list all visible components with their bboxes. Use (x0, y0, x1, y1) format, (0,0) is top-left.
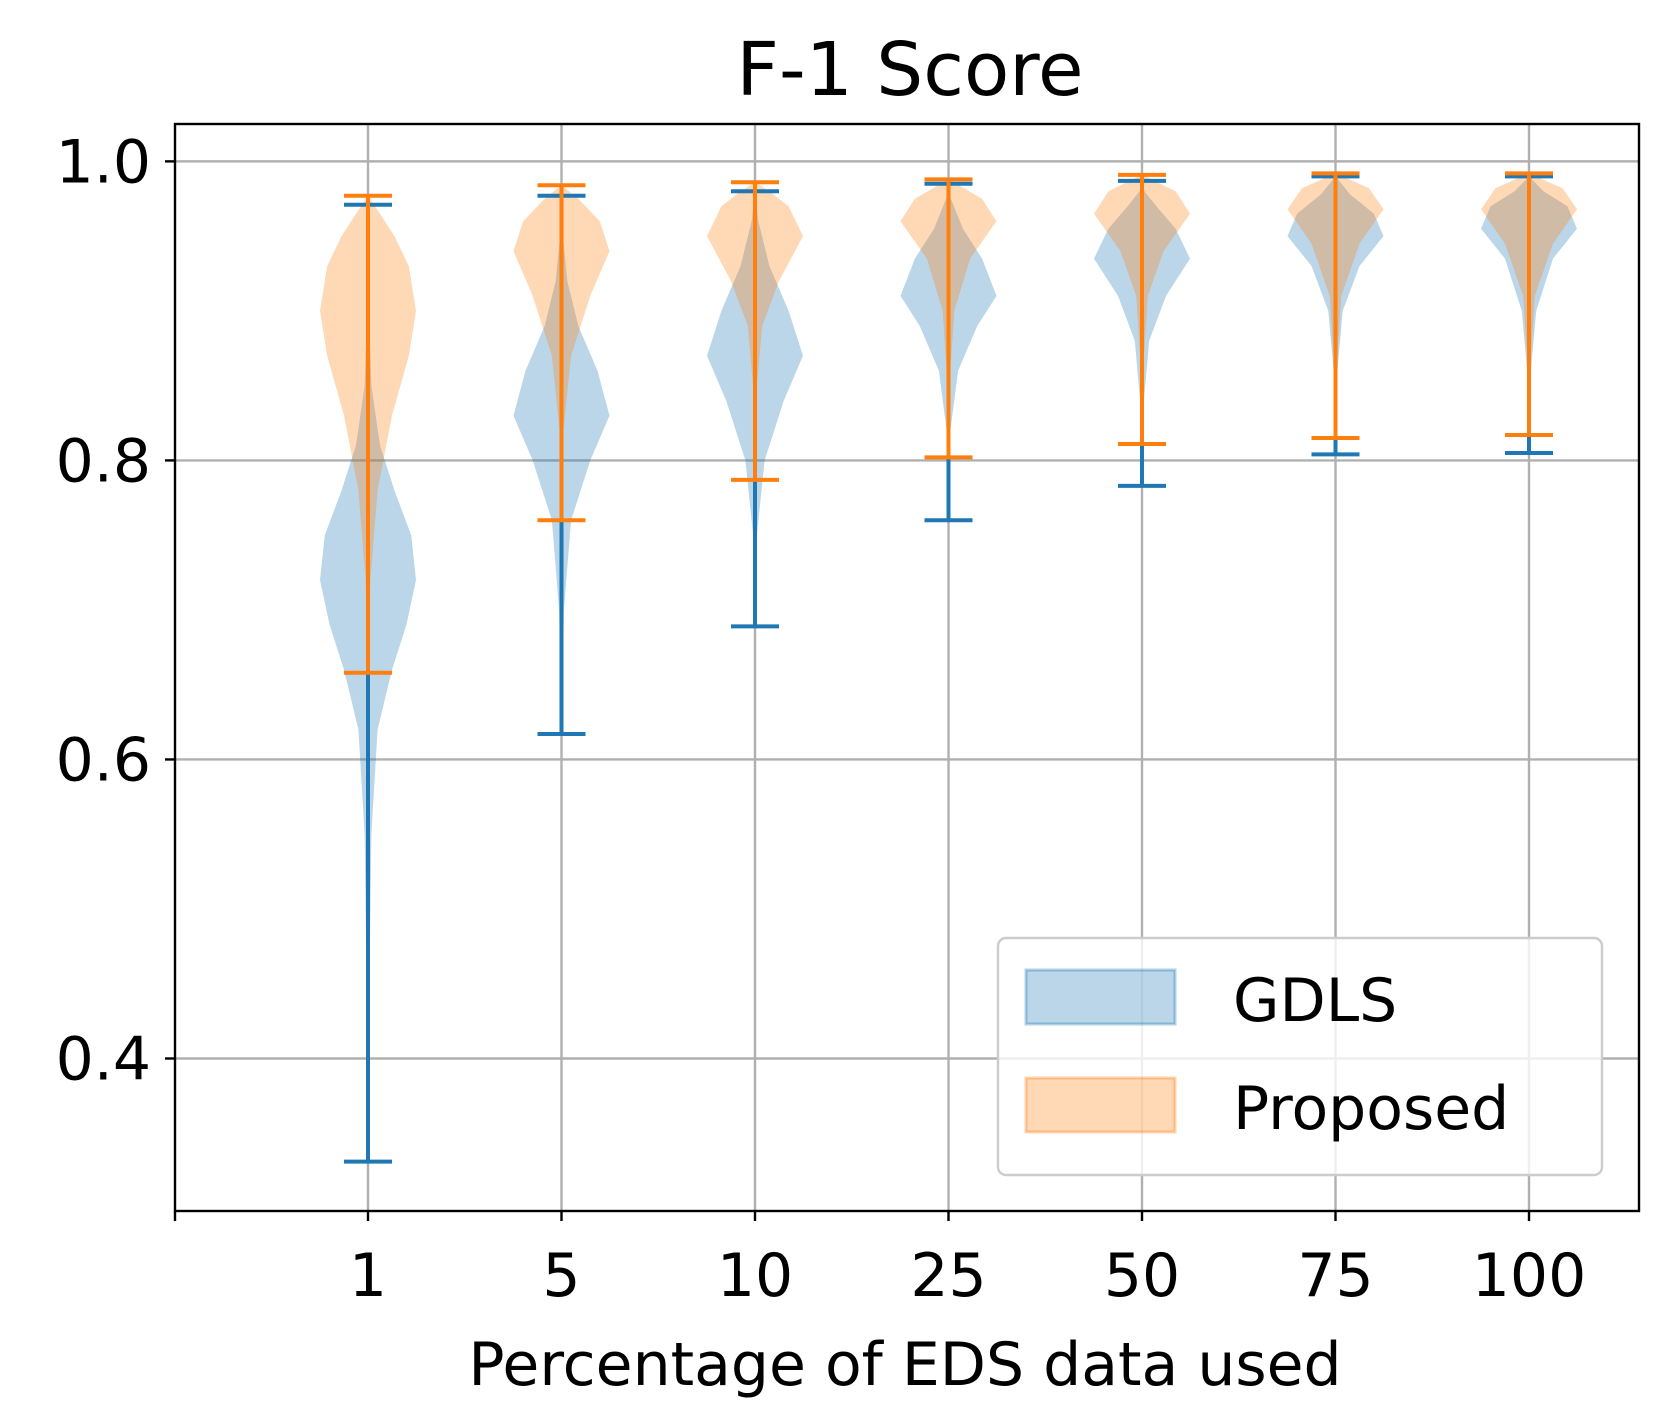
x-tick-label: 100 (1472, 1241, 1587, 1311)
y-tick-label: 1.0 (56, 127, 151, 197)
x-tick-label: 75 (1297, 1241, 1373, 1311)
y-axis: 0.4 0.6 0.8 1.0 (56, 127, 175, 1094)
x-tick-label: 25 (910, 1241, 986, 1311)
x-axis-label: Percentage of EDS data used (468, 1330, 1341, 1400)
chart-title: F-1 Score (736, 27, 1083, 113)
y-tick-label: 0.6 (56, 725, 151, 795)
x-axis: 1 5 10 25 50 75 100 (173, 1211, 1587, 1311)
x-tick-label: 1 (349, 1241, 387, 1311)
x-tick-label: 50 (1104, 1241, 1180, 1311)
legend-swatch-proposed (1024, 1076, 1177, 1134)
legend-label-proposed: Proposed (1233, 1074, 1509, 1144)
plot-frame (173, 122, 1641, 1213)
legend-frame (996, 936, 1604, 1177)
x-tick-label: 10 (717, 1241, 793, 1311)
y-tick-label: 0.4 (56, 1024, 151, 1094)
extrema-bars (344, 171, 1553, 1164)
legend: GDLS Proposed (996, 936, 1604, 1177)
x-tick-label: 5 (542, 1241, 580, 1311)
legend-swatch-gdls (1024, 968, 1177, 1026)
legend-label-gdls: GDLS (1233, 966, 1397, 1036)
y-tick-label: 0.8 (56, 426, 151, 496)
